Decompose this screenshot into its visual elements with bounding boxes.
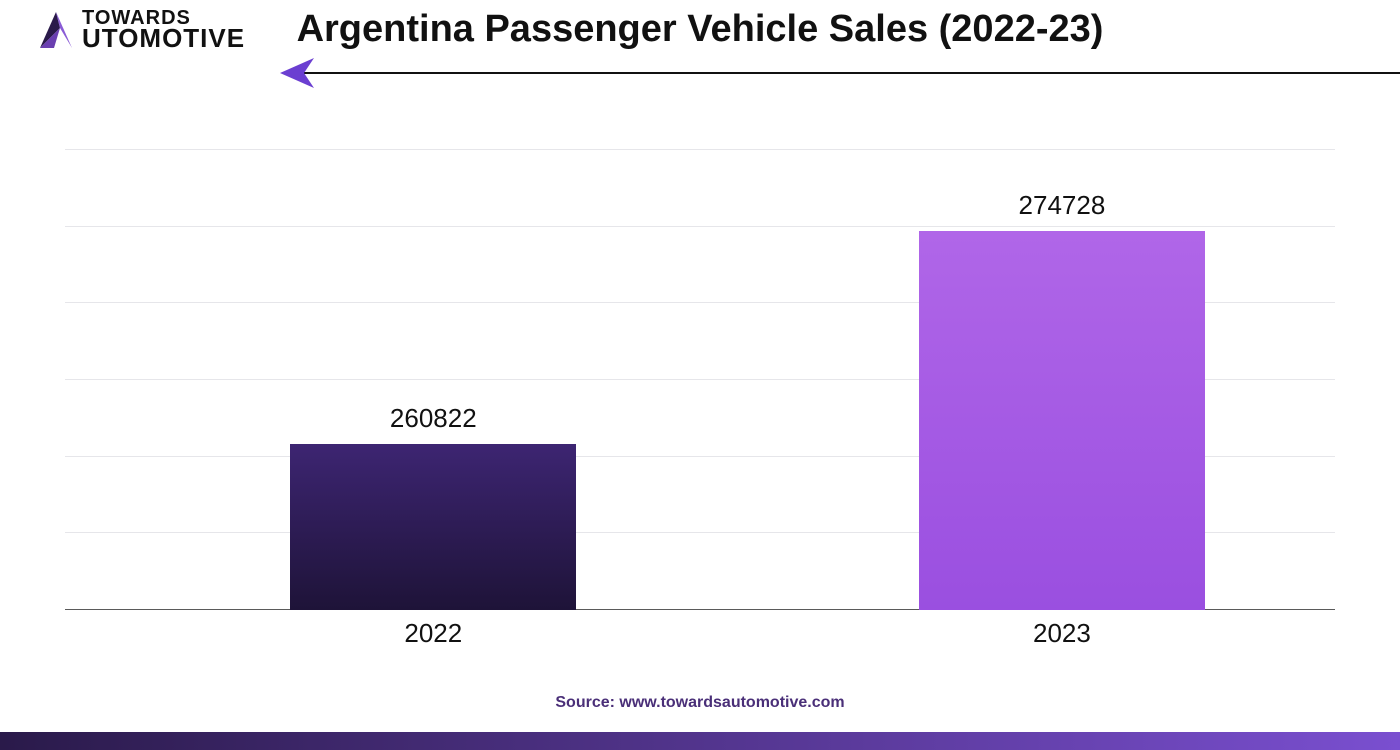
gridline	[65, 149, 1335, 150]
x-category-label: 2022	[404, 618, 462, 649]
chart-title: Argentina Passenger Vehicle Sales (2022-…	[0, 8, 1400, 51]
decor-arrow-line	[292, 72, 1400, 74]
decor-arrow-head-icon	[280, 58, 314, 88]
plot-area: 260822 274728	[65, 150, 1335, 610]
footer-band	[0, 732, 1400, 750]
bar-value-label: 260822	[290, 403, 576, 434]
page-root: TOWARDS UTOMOTIVE Argentina Passenger Ve…	[0, 0, 1400, 750]
bar-2023	[919, 231, 1205, 610]
bar-chart: 260822 274728	[65, 150, 1335, 610]
source-attribution: Source: www.towardsautomotive.com	[0, 694, 1400, 712]
x-category-label: 2023	[1033, 618, 1091, 649]
bar-2022	[290, 444, 576, 610]
gridline	[65, 226, 1335, 227]
x-axis: 2022 2023	[65, 618, 1335, 658]
bar-value-label: 274728	[919, 190, 1205, 221]
